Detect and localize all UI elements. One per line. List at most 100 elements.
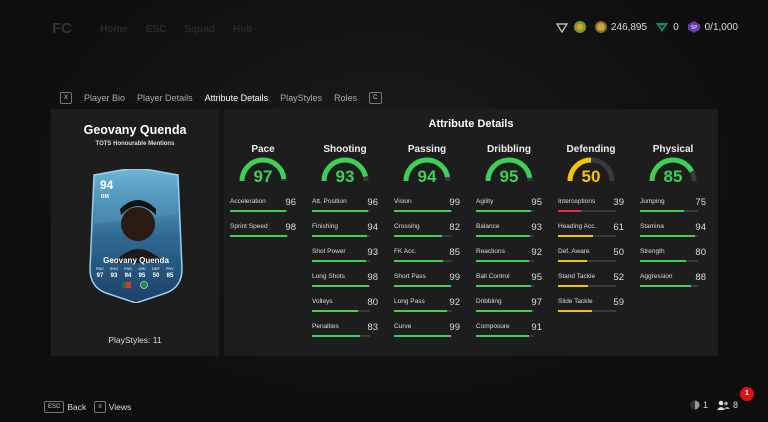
stat-name: Stamina bbox=[640, 223, 664, 230]
category-title: Physical bbox=[652, 144, 694, 155]
gauge-fill bbox=[567, 157, 592, 182]
stat-bar-fill bbox=[394, 235, 442, 237]
stat-bar bbox=[312, 285, 370, 287]
stat-value: 96 bbox=[367, 197, 378, 208]
nation-flag-icon bbox=[122, 282, 131, 288]
stat-name: Crossing bbox=[394, 223, 420, 230]
friends-count: 8 bbox=[732, 400, 738, 410]
rank-badge-icon bbox=[573, 21, 586, 33]
stat-bar bbox=[476, 210, 534, 212]
category-title: Shooting bbox=[323, 144, 367, 155]
back-key: ESC bbox=[44, 401, 65, 413]
stat-bar bbox=[394, 310, 452, 312]
stat-value: 75 bbox=[695, 197, 706, 208]
stat-value: 95 bbox=[531, 272, 542, 283]
stat-bar-fill bbox=[476, 310, 533, 312]
stat-bar bbox=[394, 335, 452, 337]
tab-roles[interactable]: Roles bbox=[334, 93, 358, 103]
tab-right-key[interactable]: C bbox=[369, 92, 382, 104]
stat-value: 99 bbox=[449, 197, 460, 208]
attribute-stat: Long Shots 98 bbox=[312, 272, 378, 293]
card-stat-label: SHO bbox=[110, 266, 119, 271]
stat-name: Finishing bbox=[312, 223, 339, 230]
stat-value: 80 bbox=[367, 297, 378, 308]
stat-bar bbox=[476, 310, 534, 312]
stat-name: Att. Position bbox=[312, 198, 347, 205]
category-value: 50 bbox=[581, 167, 601, 186]
nav-hub[interactable]: Hub bbox=[232, 24, 253, 35]
stat-value: 39 bbox=[613, 197, 624, 208]
stat-name: Slide Tackle bbox=[558, 298, 593, 305]
category-value: 97 bbox=[253, 167, 273, 186]
stat-bar-fill bbox=[312, 235, 367, 237]
stat-bar-fill bbox=[640, 210, 684, 212]
attribute-stat: Vision 99 bbox=[394, 197, 460, 218]
nav-home[interactable]: Home bbox=[100, 24, 128, 35]
views-button[interactable]: ≡ Views bbox=[94, 401, 131, 413]
stat-bar bbox=[312, 260, 370, 262]
card-stat-value: 94 bbox=[125, 273, 132, 279]
category-title: Dribbling bbox=[487, 144, 531, 155]
stat-value: 80 bbox=[695, 247, 706, 258]
division-badges bbox=[555, 20, 587, 34]
category-title: Passing bbox=[407, 144, 447, 155]
stat-value: 85 bbox=[449, 247, 460, 258]
friends-icon bbox=[716, 400, 730, 410]
sp-value: 0/1,000 bbox=[704, 21, 738, 33]
stat-value: 93 bbox=[531, 222, 542, 233]
stat-bar bbox=[558, 285, 616, 287]
stat-name: Strength bbox=[640, 248, 665, 255]
notification-badge[interactable]: 1 bbox=[740, 387, 754, 401]
stat-bar-fill bbox=[312, 260, 366, 262]
nav-esc[interactable]: ESC bbox=[145, 24, 167, 35]
stat-bar bbox=[640, 210, 698, 212]
friends-button[interactable]: 8 bbox=[716, 400, 738, 410]
player-card[interactable]: 94 RM Geovany Quenda PAC SHO PAS DRI DEF… bbox=[86, 169, 186, 303]
attribute-stat: Strength 80 bbox=[640, 247, 706, 268]
category-value: 95 bbox=[499, 167, 519, 186]
tab-attribute-details[interactable]: Attribute Details bbox=[204, 93, 269, 103]
stat-bar bbox=[558, 310, 616, 312]
stat-name: Balance bbox=[476, 223, 500, 230]
attribute-stat: Aggression 88 bbox=[640, 272, 706, 293]
stat-bar bbox=[476, 335, 534, 337]
tab-playstyles[interactable]: PlayStyles bbox=[280, 93, 323, 103]
tab-player-details[interactable]: Player Details bbox=[137, 93, 193, 103]
stat-bar-fill bbox=[312, 210, 368, 212]
stat-value: 91 bbox=[531, 322, 542, 333]
stat-value: 61 bbox=[613, 222, 624, 233]
category-value: 94 bbox=[417, 167, 437, 186]
stat-bar-fill bbox=[640, 260, 687, 262]
card-stat-value: 95 bbox=[139, 273, 146, 279]
stat-name: Reactions bbox=[476, 248, 505, 255]
stat-name: Def. Aware bbox=[558, 248, 590, 255]
stat-value: 50 bbox=[613, 247, 624, 258]
nav-squad[interactable]: Squad bbox=[184, 24, 215, 35]
tab-left-key[interactable]: X bbox=[60, 92, 73, 104]
stat-name: Heading Acc. bbox=[558, 223, 597, 230]
online-count: 1 bbox=[702, 400, 708, 410]
stat-value: 92 bbox=[531, 247, 542, 258]
stat-bar bbox=[312, 335, 370, 337]
stat-value: 82 bbox=[449, 222, 460, 233]
points-value: 0 bbox=[673, 21, 679, 33]
stat-name: Volleys bbox=[312, 298, 333, 305]
tab-player-bio[interactable]: Player Bio bbox=[84, 93, 126, 103]
card-stat-label: DRI bbox=[139, 266, 146, 271]
sp-icon: SP bbox=[687, 21, 700, 33]
stat-bar-fill bbox=[558, 310, 593, 312]
stat-name: Short Pass bbox=[394, 273, 426, 280]
stat-value: 98 bbox=[367, 272, 378, 283]
back-button[interactable]: ESC Back bbox=[44, 401, 86, 413]
card-stat-value: 50 bbox=[153, 273, 160, 279]
category-gauge bbox=[649, 157, 697, 182]
online-status[interactable]: 1 bbox=[690, 400, 708, 410]
stat-value: 99 bbox=[449, 322, 460, 333]
stat-value: 93 bbox=[367, 247, 378, 258]
category-value: 93 bbox=[335, 167, 355, 186]
stat-bar-fill bbox=[312, 310, 359, 312]
stat-bar bbox=[558, 235, 616, 237]
stat-bar-fill bbox=[640, 285, 692, 287]
stat-name: Curve bbox=[394, 323, 412, 330]
stat-value: 95 bbox=[531, 197, 542, 208]
